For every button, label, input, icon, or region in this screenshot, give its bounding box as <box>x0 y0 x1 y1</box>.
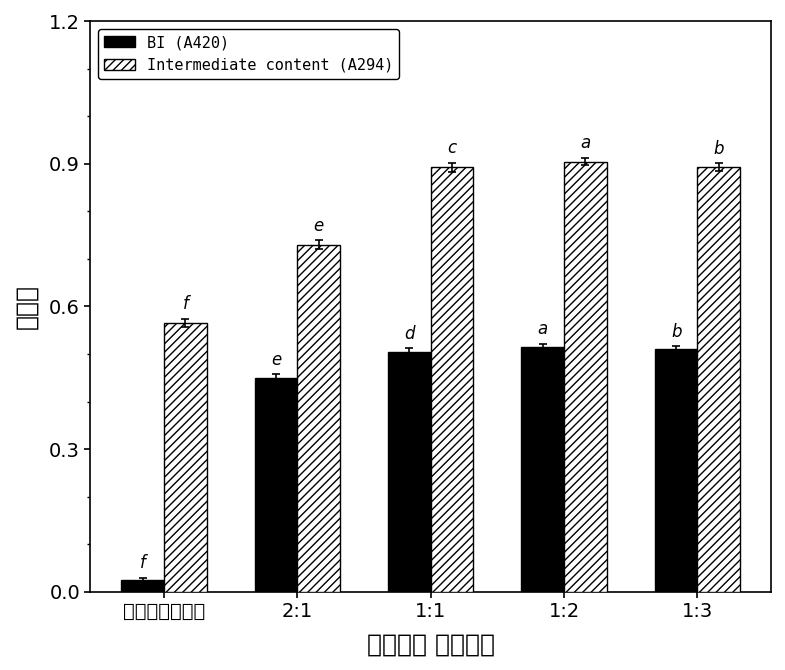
Text: a: a <box>538 320 548 338</box>
Text: e: e <box>314 216 324 234</box>
Text: b: b <box>671 323 681 341</box>
Bar <box>122 580 164 592</box>
X-axis label: 酪蛋白： 大豆多糖: 酪蛋白： 大豆多糖 <box>367 632 495 656</box>
Text: f: f <box>182 295 188 313</box>
Text: e: e <box>271 350 281 369</box>
Bar <box>164 323 206 592</box>
Bar <box>521 347 564 592</box>
Text: b: b <box>714 140 724 157</box>
Bar <box>254 378 298 592</box>
Text: d: d <box>404 324 414 342</box>
Text: c: c <box>447 139 457 157</box>
Text: a: a <box>580 134 590 152</box>
Bar <box>388 352 431 592</box>
Bar <box>698 168 740 592</box>
Bar <box>655 349 698 592</box>
Legend: BI (A420), Intermediate content (A294): BI (A420), Intermediate content (A294) <box>98 29 400 79</box>
Bar <box>298 245 340 592</box>
Bar <box>564 161 607 592</box>
Text: f: f <box>140 554 146 572</box>
Y-axis label: 吸光度: 吸光度 <box>14 284 38 329</box>
Bar <box>431 168 473 592</box>
